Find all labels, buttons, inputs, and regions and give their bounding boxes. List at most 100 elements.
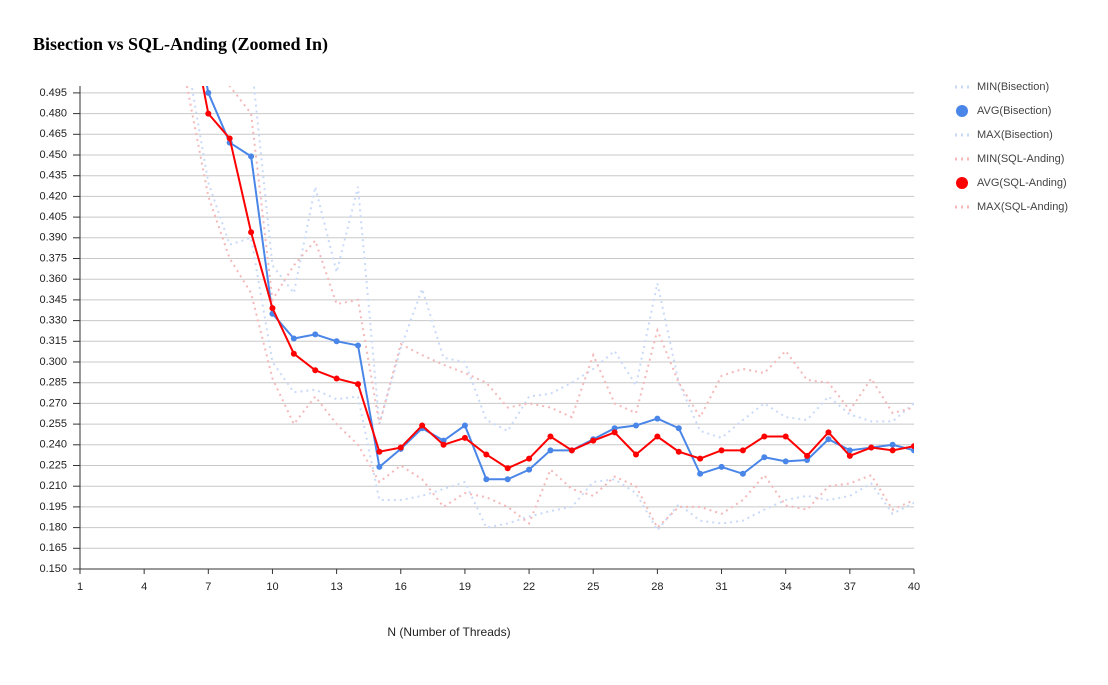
y-tick-label: 0.210 [39,480,67,492]
y-tick-label: 0.150 [39,563,67,575]
x-tick-label: 7 [205,581,211,593]
x-tick-label: 40 [908,581,920,593]
y-tick-label: 0.360 [39,273,67,285]
y-tick-label: 0.420 [39,190,67,202]
data-point [868,444,875,451]
y-tick-label: 0.315 [39,335,67,347]
data-point [376,448,383,455]
data-point [654,415,661,422]
data-point [312,331,319,338]
x-tick-label: 10 [266,581,278,593]
data-point [761,454,768,461]
data-point [205,89,212,96]
data-point [547,447,554,454]
data-point [739,470,746,477]
legend-label: AVG(SQL-Anding) [977,177,1067,189]
data-point [611,429,618,436]
data-point [675,448,682,455]
data-point [526,455,533,462]
y-tick-label: 0.450 [39,149,67,161]
data-point [290,350,297,357]
data-point [846,452,853,459]
legend: MIN(Bisection) AVG(Bisection) MAX(Bisectio… [955,81,1068,213]
data-point [461,434,468,441]
data-point [461,422,468,429]
data-point [889,441,896,448]
x-tick-label: 16 [395,581,407,593]
y-tick-label: 0.390 [39,232,67,244]
data-point [312,367,319,374]
data-point [825,429,832,436]
y-tick-label: 0.285 [39,377,67,389]
y-tick-label: 0.345 [39,294,67,306]
y-tick-label: 0.180 [39,522,67,534]
data-point [504,465,511,472]
data-point [483,476,490,483]
y-tick-label: 0.330 [39,315,67,327]
y-tick-label: 0.435 [39,170,67,182]
data-point [825,436,832,443]
legend-marker [956,105,968,117]
data-point [483,451,490,458]
data-point [633,451,639,458]
data-point [504,476,511,483]
data-point [440,441,447,448]
data-point [846,447,853,454]
y-tick-label: 0.405 [39,211,67,223]
data-point [547,433,554,440]
data-point [205,110,212,117]
data-point [697,455,704,462]
x-axis-label: N (Number of Threads) [387,625,510,639]
y-tick-label: 0.240 [39,439,67,451]
data-point [611,425,618,432]
y-tick-label: 0.495 [39,87,67,99]
data-point [333,338,340,345]
chart-title: Bisection vs SQL-Anding (Zoomed In) [33,34,328,55]
data-point [248,153,255,160]
data-point [290,335,297,342]
legend-label: AVG(Bisection) [977,105,1051,117]
y-tick-label: 0.195 [39,501,67,513]
data-point [782,433,789,440]
x-tick-label: 37 [844,581,856,593]
y-tick-label: 0.465 [39,128,67,140]
legend-label: MIN(SQL-Anding) [977,153,1064,165]
y-tick-label: 0.165 [39,542,67,554]
data-point [804,452,811,459]
data-point [804,456,811,463]
axes: 0.150 0.165 0.180 0.195 0.210 0.225 0.240 0.255… [39,86,920,593]
legend-label: MAX(Bisection) [977,129,1053,141]
x-tick-label: 1 [77,581,83,593]
legend-label: MIN(Bisection) [977,81,1049,93]
data-point [718,447,725,454]
x-tick-label: 4 [141,581,147,593]
y-tick-label: 0.300 [39,356,67,368]
data-point [419,422,426,429]
data-point [782,458,789,465]
data-point [397,444,404,451]
x-tick-label: 13 [330,581,342,593]
data-point [568,447,575,454]
data-point [333,375,340,382]
x-tick-label: 22 [523,581,535,593]
data-point [355,342,361,349]
plot-area [185,86,914,533]
grid [80,92,914,570]
y-tick-label: 0.225 [39,459,67,471]
x-tick-label: 25 [587,581,599,593]
data-point [675,425,682,432]
data-point [526,466,533,473]
y-tick-label: 0.255 [39,418,67,430]
data-point [590,437,597,444]
data-point [654,433,661,440]
data-point [633,422,639,429]
x-tick-label: 19 [459,581,471,593]
x-tick-label: 34 [780,581,792,593]
x-tick-label: 28 [651,581,663,593]
series-line [252,86,914,440]
data-point [226,135,233,142]
data-point [718,463,725,470]
legend-label: MAX(SQL-Anding) [977,201,1068,213]
